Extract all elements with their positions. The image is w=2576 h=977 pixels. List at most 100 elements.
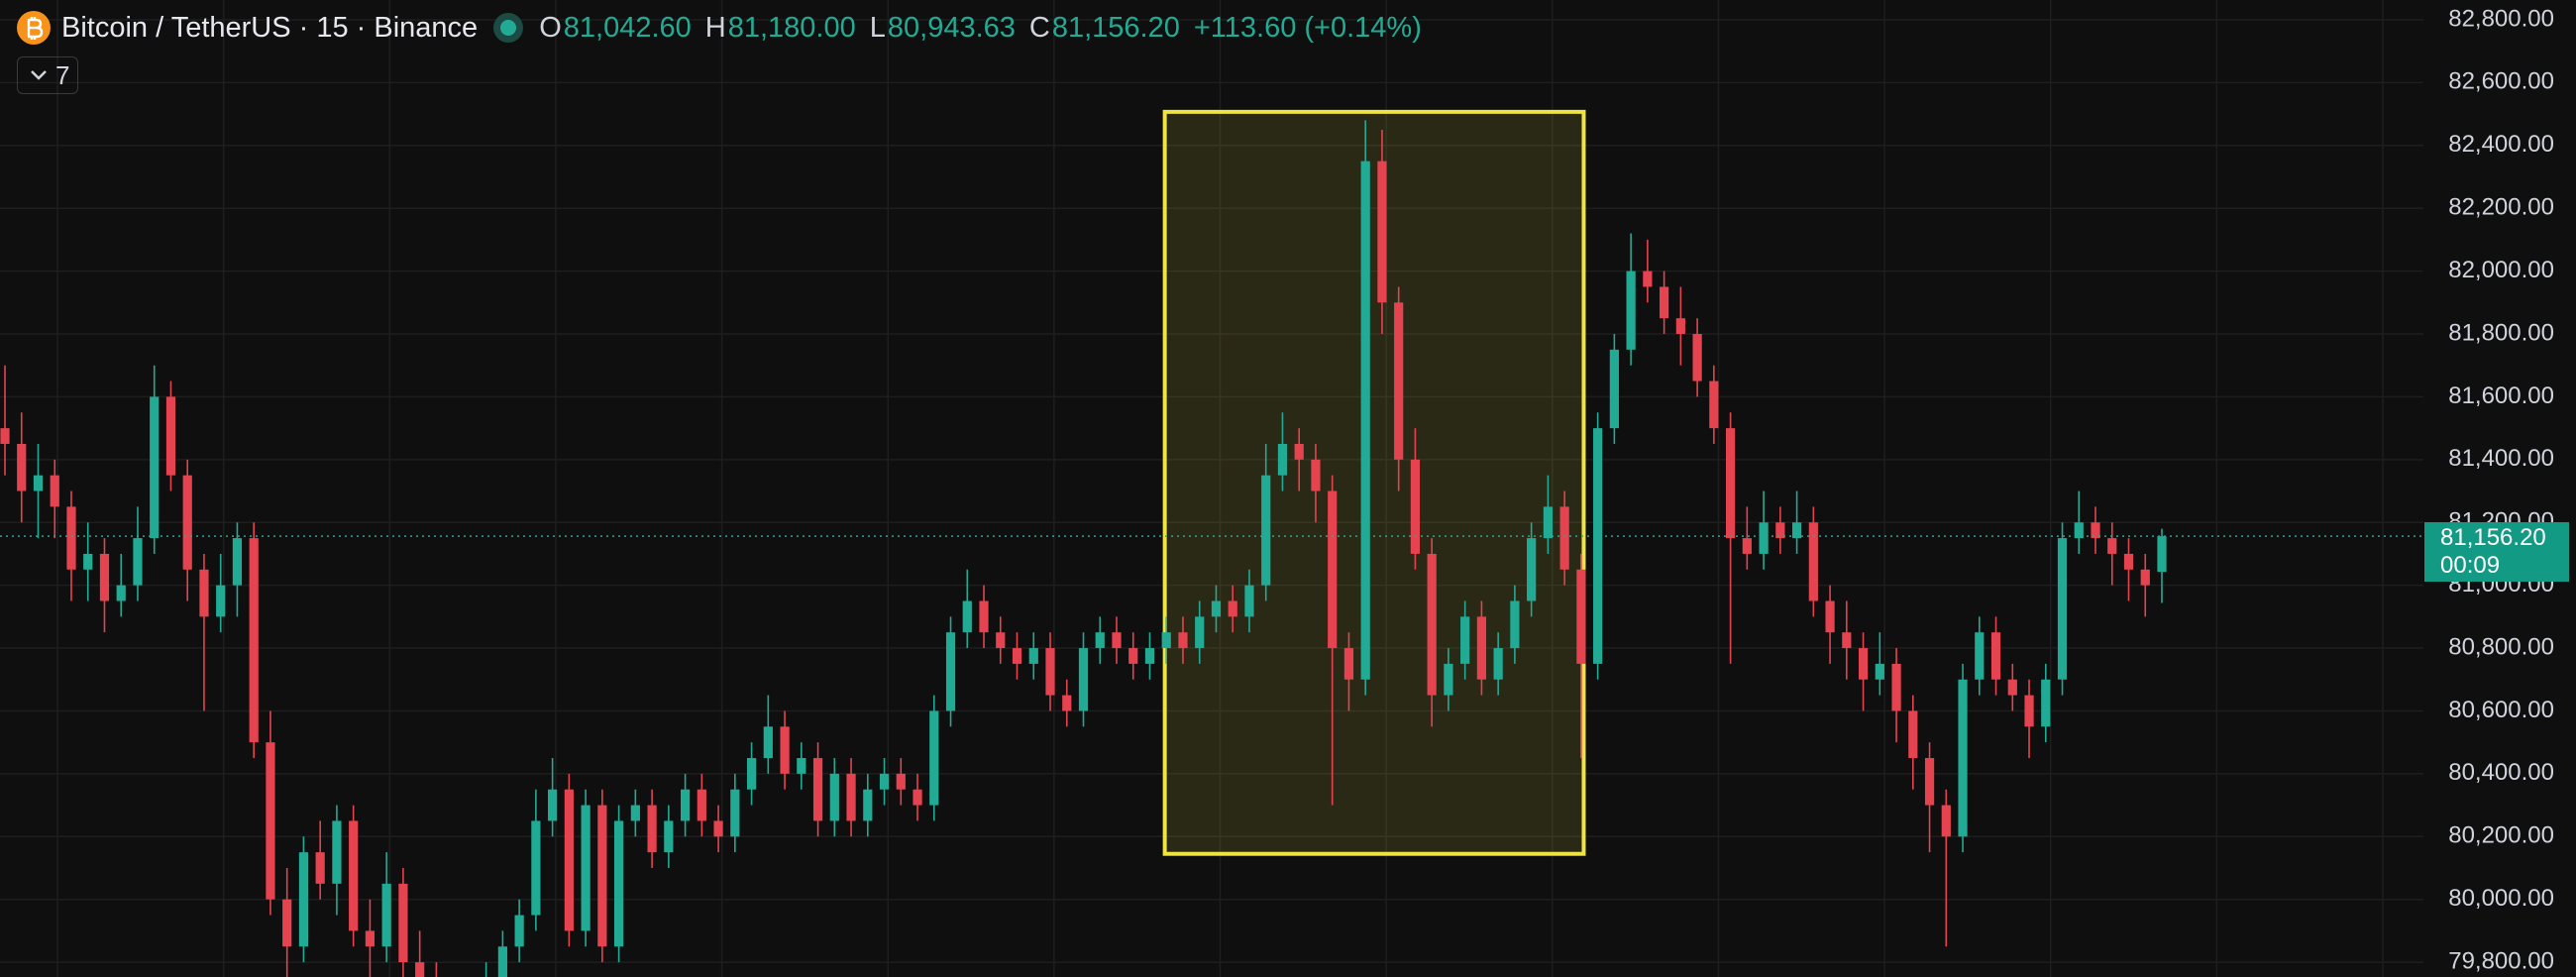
candle-body	[846, 773, 856, 821]
candle-body	[1791, 522, 1802, 539]
candle-body	[1128, 648, 1138, 664]
candle-body	[614, 820, 624, 947]
candle-body	[581, 805, 590, 931]
y-tick-label: 82,400.00	[2448, 131, 2554, 158]
candle-body	[165, 396, 176, 476]
candle-body	[1493, 648, 1503, 680]
candle-body	[216, 585, 226, 617]
candle-body	[912, 789, 922, 806]
candle-body	[1360, 161, 1370, 680]
y-tick-label: 82,000.00	[2448, 257, 2554, 283]
last-price: 81,156.20	[2440, 524, 2546, 552]
y-tick-label: 80,200.00	[2448, 822, 2554, 849]
indicator-count: 7	[55, 59, 70, 90]
candle-body	[1543, 506, 1553, 539]
chevron	[31, 70, 47, 80]
status-dot	[493, 13, 524, 43]
y-tick-label: 80,000.00	[2448, 885, 2554, 912]
candle-body	[0, 428, 10, 444]
candle-body	[2007, 679, 2017, 696]
candle-body	[33, 475, 44, 491]
legend: Bitcoin / TetherUS · 15 · Binance O 81,0…	[16, 8, 1422, 48]
candle-body	[746, 758, 757, 790]
candle-body	[1941, 805, 1951, 837]
candle-body	[2057, 538, 2068, 680]
candle-body	[564, 789, 574, 931]
candle-body	[1609, 349, 1619, 429]
y-tick-label: 81,400.00	[2448, 445, 2554, 472]
countdown: 00:09	[2440, 552, 2501, 580]
close-value: 81,156.20	[1051, 11, 1180, 44]
candle-body	[1626, 271, 1636, 350]
candle-body	[1958, 679, 1968, 837]
symbol: Bitcoin / TetherUS · 15 · Binance	[61, 11, 479, 44]
indicator-toggle[interactable]: 7	[17, 56, 78, 94]
candle-body	[2024, 695, 2034, 727]
candle-body	[548, 789, 558, 821]
candle-body	[1410, 459, 1421, 554]
candle-body	[116, 585, 126, 601]
candle-body	[630, 805, 640, 821]
candle-body	[1643, 271, 1653, 287]
candle-body	[1211, 600, 1222, 617]
candle-body	[680, 789, 691, 821]
candle-body	[1178, 632, 1188, 649]
candle-body	[2157, 536, 2167, 573]
candle-body	[1858, 648, 1869, 680]
candle-body	[763, 726, 773, 759]
y-tick-label: 81,600.00	[2448, 382, 2554, 409]
candle-body	[1808, 522, 1818, 601]
candle-body	[1045, 648, 1055, 696]
close-label: C	[1028, 11, 1050, 44]
change: +113.60 (+0.14%)	[1193, 11, 1422, 44]
candle-body	[1062, 695, 1072, 711]
candle-body	[896, 773, 906, 790]
candle-body	[797, 758, 806, 774]
candle-body	[381, 883, 391, 947]
candle-body	[1028, 648, 1038, 664]
open-label: O	[539, 11, 562, 44]
high-label: H	[704, 11, 726, 44]
candle-body	[730, 789, 740, 837]
candle-body	[1394, 302, 1404, 460]
last-price-label: 81,156.20 00:09	[2424, 522, 2569, 583]
candle-body	[979, 600, 989, 633]
candle-body	[497, 946, 507, 977]
low-label: L	[869, 11, 886, 44]
candle-body	[66, 506, 76, 570]
low-value: 80,943.63	[887, 11, 1016, 44]
candle-body	[282, 899, 292, 947]
candle-body	[1195, 616, 1205, 649]
open-value: 81,042.60	[563, 11, 692, 44]
candle-body	[1559, 506, 1569, 570]
candle-body	[514, 915, 524, 947]
candle-body	[780, 726, 790, 774]
candle-body	[1012, 648, 1022, 664]
candle-body	[996, 632, 1006, 649]
candle-body	[415, 962, 425, 977]
candle-body	[50, 475, 59, 507]
candle-body	[2140, 569, 2150, 586]
candle-body	[349, 820, 359, 931]
y-tick-label: 82,800.00	[2448, 5, 2554, 32]
candle-body	[133, 538, 143, 586]
candle-body	[2074, 522, 2084, 539]
candle-body	[1277, 443, 1288, 476]
candle-body	[531, 820, 541, 916]
candle-body	[1261, 475, 1271, 586]
candle-body	[1593, 428, 1603, 664]
candle-body	[1328, 490, 1338, 649]
candle-body	[647, 805, 657, 853]
candle-body	[1825, 600, 1835, 633]
candle-body	[1775, 522, 1785, 539]
candle-body	[1476, 616, 1487, 680]
candle-body	[829, 773, 839, 821]
candle-body	[1692, 334, 1702, 381]
candle-body	[2041, 679, 2051, 727]
highlight-box	[1162, 109, 1586, 856]
candle-body	[1908, 710, 1918, 759]
candle-body	[1990, 632, 2001, 680]
candle-body	[398, 883, 408, 963]
candle-body	[1460, 616, 1470, 664]
